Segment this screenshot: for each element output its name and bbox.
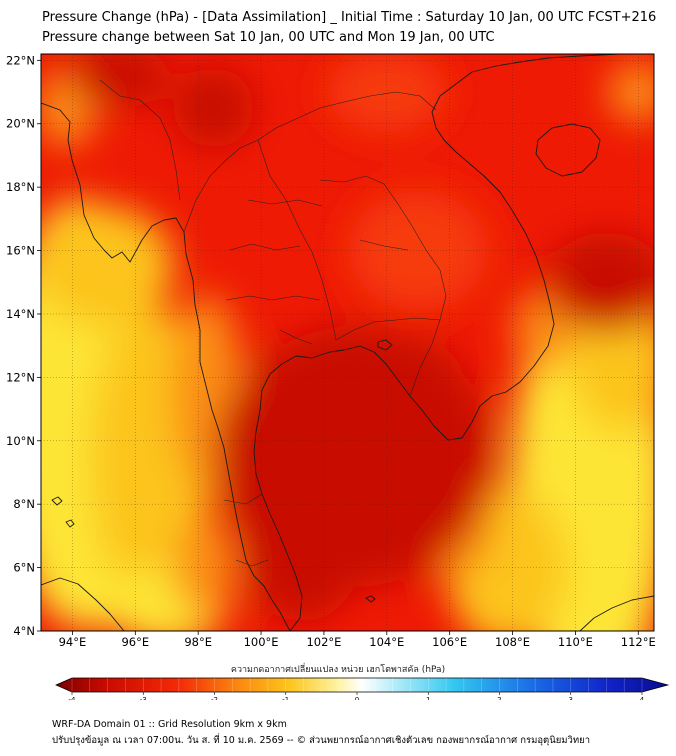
lat-tick-label: 16°N — [6, 244, 35, 258]
pressure-field — [41, 54, 654, 631]
colorbar-title: ความกดอากาศเปลี่ยนแปลง หน่วย เฮกโตพาสคัล… — [230, 665, 446, 675]
lat-tick-label: 12°N — [6, 370, 35, 384]
lat-tick-label: 6°N — [13, 561, 35, 575]
lon-tick-label: 108°E — [495, 635, 530, 649]
coastline-hainan — [535, 123, 601, 177]
update-credit: ปรับปรุงข้อมูล ณ เวลา 07:00น. วัน ส. ที่… — [52, 735, 591, 746]
lat-tick-label: 14°N — [6, 307, 35, 321]
longitude-axis: 94°E 96°E 98°E 100°E 102°E 104°E 106°E 108°E 110… — [59, 631, 656, 649]
coastline-sumatra — [41, 577, 125, 631]
lat-tick-label: 8°N — [13, 497, 35, 511]
colorbar-tick-label: 1 — [426, 696, 430, 700]
colorbar-tick-label: 4 — [640, 696, 645, 700]
lon-tick-label: 94°E — [59, 635, 87, 649]
latitude-axis: 22°N 20°N 18°N 16°N 14°N 12°N 10°N 8°N 6°N 4°N — [6, 53, 41, 638]
lon-tick-label: 96°E — [121, 635, 149, 649]
model-info: WRF-DA Domain 01 :: Grid Resolution 9km … — [52, 719, 287, 730]
lat-tick-label: 20°N — [6, 117, 35, 131]
lat-tick-label: 10°N — [6, 434, 35, 448]
map-subtitle: Pressure change between Sat 10 Jan, 00 U… — [42, 30, 495, 45]
border-layer — [99, 79, 447, 567]
colorbar-tick-label: 3 — [569, 696, 573, 700]
colorbar: -4 -3 -2 -1 0 1 2 3 4 — [55, 677, 670, 700]
colorbar-tick-label: -2 — [211, 696, 218, 700]
lon-tick-label: 104°E — [369, 635, 404, 649]
lon-tick-label: 112°E — [621, 635, 656, 649]
lat-tick-label: 18°N — [6, 180, 35, 194]
lon-tick-label: 100°E — [244, 635, 279, 649]
map-title: Pressure Change (hPa) - [Data Assimilati… — [42, 10, 657, 25]
colorbar-tick-label: -4 — [69, 696, 77, 700]
coastline-layer — [41, 54, 654, 631]
pressure-change-map: 22°N 20°N 18°N 16°N 14°N 12°N 10°N 8°N 6°N 4°N 94… — [6, 53, 670, 700]
lat-lon-grid — [41, 54, 654, 631]
colorbar-tick-label: -1 — [282, 696, 289, 700]
lat-tick-label: 4°N — [13, 624, 35, 638]
colorbar-tick-label: -3 — [140, 696, 147, 700]
lon-tick-label: 106°E — [432, 635, 467, 649]
coastline-borneo — [579, 595, 654, 631]
colorbar-tick-label: 2 — [497, 696, 501, 700]
lon-tick-label: 102°E — [306, 635, 341, 649]
coastline-gulf-of-thailand — [253, 54, 654, 631]
lat-tick-label: 22°N — [6, 53, 35, 67]
coastline-myanmar-malay — [41, 102, 291, 631]
colorbar-tick-label: 0 — [355, 696, 359, 700]
lon-tick-label: 98°E — [184, 635, 212, 649]
lon-tick-label: 110°E — [558, 635, 593, 649]
map-frame — [40, 53, 655, 632]
